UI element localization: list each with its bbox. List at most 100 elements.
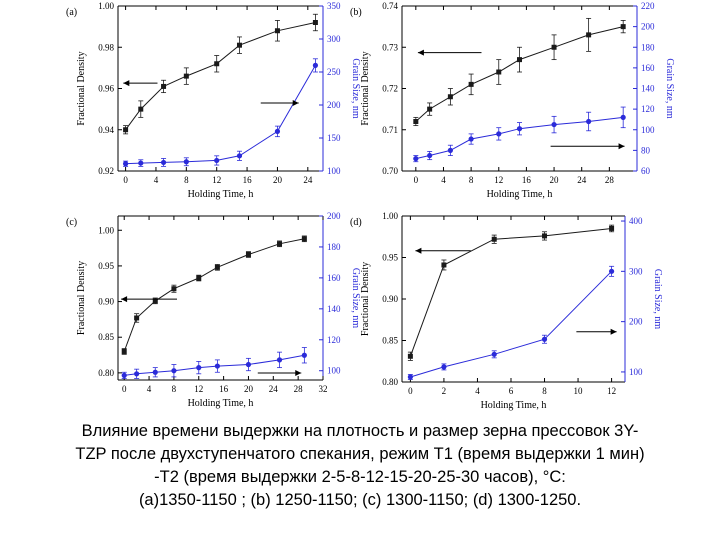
y2-tick-label: 140 — [327, 304, 341, 314]
y2-tick-label: 160 — [327, 273, 341, 283]
x-tick-label: 0 — [414, 175, 419, 185]
density-point — [441, 262, 447, 268]
grain-size-point — [138, 160, 144, 166]
x-tick-label: 12 — [494, 175, 503, 185]
density-point — [542, 233, 548, 239]
y2-tick-label: 100 — [629, 367, 643, 377]
x-tick-label: 16 — [243, 175, 253, 185]
x-tick-label: 4 — [475, 386, 480, 396]
y2-tick-label: 200 — [327, 100, 341, 110]
density-point — [468, 81, 474, 87]
x-tick-label: 4 — [441, 175, 446, 185]
y-tick-label: 0.72 — [382, 84, 398, 94]
density-point — [609, 225, 615, 231]
y-tick-label: 0.90 — [382, 294, 398, 304]
x-tick-label: 24 — [577, 175, 587, 185]
y-tick-label: 0.95 — [98, 261, 114, 271]
caption-line-1: Влияние времени выдержки на плотность и … — [81, 422, 639, 440]
density-point — [274, 28, 280, 34]
grain-size-point — [491, 351, 497, 357]
caption-line-4: (a)1350-1150 ; (b) 1250-1150; (c) 1300-1… — [138, 491, 582, 509]
y-tick-label: 0.95 — [382, 253, 398, 263]
y2-axis-title: Grain Size, nm — [652, 269, 663, 329]
x-tick-label: 8 — [184, 175, 189, 185]
x-tick-label: 20 — [244, 384, 254, 394]
grain-size-point — [413, 156, 419, 162]
axis-arrow-head — [610, 328, 617, 335]
grain-size-point — [214, 363, 220, 369]
axis-arrow-head — [618, 143, 625, 150]
x-tick-label: 20 — [273, 175, 283, 185]
y2-axis-title: Grain Size, nm — [350, 268, 361, 328]
grain-size-point — [407, 374, 413, 380]
x-tick-label: 12 — [194, 384, 203, 394]
x-tick-label: 20 — [550, 175, 560, 185]
y-tick-label: 0.96 — [98, 84, 114, 94]
grain-size-point — [427, 152, 433, 159]
y2-axis-title: Grain Size, nm — [664, 58, 675, 118]
y-tick-label: 0.94 — [98, 125, 114, 135]
y-axis-title: Fractional Density — [76, 51, 87, 125]
caption-line-2: TZP после двухступенчатого спекания, реж… — [75, 445, 645, 463]
panel-label: (c) — [66, 217, 77, 228]
density-point — [121, 348, 127, 354]
grain-size-point — [541, 336, 548, 342]
figure-caption: Влияние времени выдержки на плотность и … — [10, 420, 710, 512]
grain-size-point — [236, 153, 243, 159]
x-tick-label: 8 — [469, 175, 474, 185]
y2-tick-label: 60 — [641, 166, 651, 176]
x-tick-label: 16 — [522, 175, 532, 185]
grain-size-point — [516, 126, 523, 132]
grain-size-point — [551, 121, 557, 128]
y2-tick-label: 100 — [327, 166, 341, 176]
grain-size-line — [124, 354, 305, 376]
y2-tick-label: 160 — [641, 63, 655, 73]
y-tick-label: 1.00 — [98, 225, 114, 235]
y-tick-label: 0.74 — [382, 1, 398, 11]
chart-panel: 0 4 8 12 16 20 24 28 0.70 0.71 0.72 0.73 0.74 60 80 100… — [350, 1, 675, 200]
y-tick-label: 0.92 — [98, 166, 114, 176]
grain-size-point — [121, 372, 127, 378]
y2-axis-title: Grain Size, nm — [350, 58, 361, 118]
x-tick-label: 0 — [122, 384, 127, 394]
grain-size-point — [183, 159, 189, 165]
y-tick-label: 0.80 — [98, 368, 114, 378]
y2-tick-label: 120 — [327, 335, 341, 345]
y-tick-label: 0.80 — [382, 377, 398, 387]
grain-size-point — [608, 268, 615, 274]
density-point — [620, 24, 626, 30]
panel-label: (a) — [66, 7, 77, 18]
y2-tick-label: 100 — [641, 125, 655, 135]
x-tick-label: 28 — [294, 384, 304, 394]
charts-area: 0 4 8 12 16 20 240.920.940.960.981.00100150200… — [66, 1, 675, 411]
y-tick-label: 0.71 — [382, 125, 398, 135]
x-tick-label: 32 — [319, 384, 328, 394]
y2-tick-label: 200 — [641, 22, 655, 32]
density-point — [427, 106, 433, 112]
grain-size-point — [122, 161, 129, 167]
axis-arrow-head — [121, 296, 128, 303]
y2-tick-label: 200 — [629, 317, 643, 327]
x-tick-label: 12 — [607, 386, 616, 396]
y2-tick-label: 120 — [641, 104, 655, 114]
density-point — [491, 236, 497, 242]
y-axis-title: Fractional Density — [76, 261, 87, 335]
y2-tick-label: 180 — [327, 242, 341, 252]
chart-panel: 0 2 4 6 8 10 12 0.80 0.85 0.90 0.95 1.00 100 200 300 40… — [350, 211, 663, 411]
y-tick-label: 0.85 — [382, 336, 398, 346]
y-tick-label: 1.00 — [98, 1, 114, 11]
x-tick-label: 4 — [147, 384, 152, 394]
x-axis-title: Holding Time, h — [487, 189, 553, 200]
axis-arrow-head — [415, 247, 422, 254]
density-point — [551, 44, 557, 50]
density-point — [447, 94, 453, 100]
y-tick-label: 0.85 — [98, 332, 114, 342]
axis-arrow-head — [295, 370, 302, 377]
density-point — [138, 106, 144, 112]
density-point — [496, 69, 502, 75]
x-tick-label: 6 — [509, 386, 514, 396]
grain-size-line — [410, 270, 612, 378]
y-tick-label: 0.98 — [98, 42, 114, 52]
density-point — [183, 73, 189, 79]
y-tick-label: 0.90 — [98, 297, 114, 307]
